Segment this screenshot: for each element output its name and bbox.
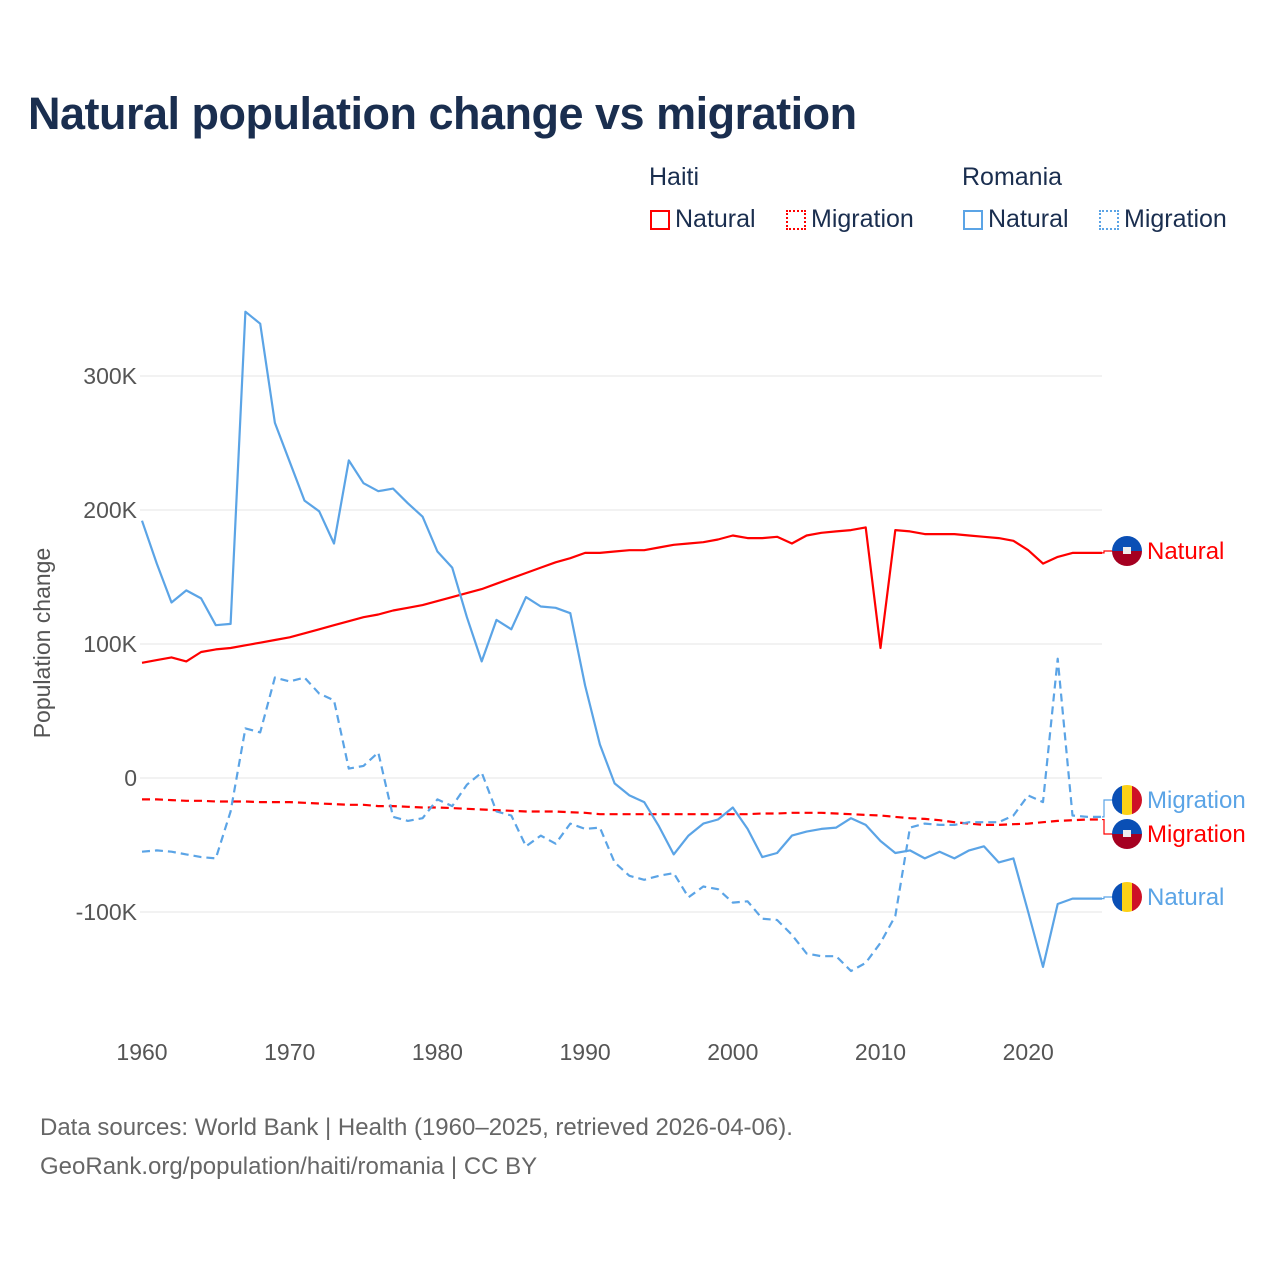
series-line-haiti-natural	[141, 526, 1102, 664]
stripe-blue	[1112, 785, 1122, 815]
y-axis-label: Population change	[29, 548, 55, 739]
legend-label: Natural	[988, 205, 1069, 233]
haiti-flag-icon	[1112, 819, 1142, 849]
y-tick-label: 0	[124, 765, 137, 791]
romania-flag-icon	[1112, 785, 1142, 815]
legend-label: Migration	[811, 205, 914, 233]
stripe-blue	[1112, 882, 1122, 912]
x-tick-label: 2000	[707, 1039, 758, 1065]
stripe-yellow	[1122, 785, 1132, 815]
x-tick-label: 1970	[264, 1039, 315, 1065]
y-tick-label: 100K	[83, 631, 137, 657]
stripe-red	[1132, 882, 1142, 912]
x-tick-label: 1980	[412, 1039, 463, 1065]
legend-label: Natural	[675, 205, 756, 233]
label-connector	[1102, 799, 1113, 818]
label-connector	[1102, 550, 1113, 554]
y-tick-label: -100K	[76, 899, 138, 925]
footer-sources: Data sources: World Bank | Health (1960–…	[40, 1114, 793, 1141]
legend-haiti-natural[interactable]: Natural	[650, 205, 756, 234]
series-line-romania-natural	[140, 310, 1102, 968]
end-label-romania-natural: Natural	[1147, 884, 1224, 911]
label-connector	[1102, 896, 1113, 900]
series-line-romania-migration	[141, 657, 1102, 973]
legend-romania-natural[interactable]: Natural	[963, 205, 1069, 234]
legend-romania-migration[interactable]: Migration	[1099, 205, 1227, 234]
romania-flag-icon	[1112, 882, 1142, 912]
end-label-romania-migration: Migration	[1147, 787, 1246, 814]
legend-swatch	[786, 209, 806, 230]
y-tick-label: 200K	[83, 497, 137, 523]
flag-emblem	[1123, 547, 1131, 554]
x-tick-label: 1990	[560, 1039, 611, 1065]
stripe-red	[1132, 785, 1142, 815]
legend-swatch	[963, 209, 983, 230]
legend-group-romania: Romania	[962, 163, 1063, 191]
stripe-yellow	[1122, 882, 1132, 912]
haiti-flag-icon	[1112, 536, 1142, 566]
end-label-haiti-natural: Natural	[1147, 538, 1224, 565]
flag-top	[1112, 536, 1142, 551]
flag-top	[1112, 819, 1142, 834]
legend-label: Migration	[1124, 205, 1227, 233]
series-line-haiti-migration	[142, 798, 1102, 826]
chart-title: Natural population change vs migration	[28, 88, 857, 139]
x-tick-label: 1960	[116, 1039, 167, 1065]
flag-bottom	[1112, 834, 1142, 849]
label-connector	[1102, 818, 1113, 835]
footer: Data sources: World Bank | Health (1960–…	[40, 1108, 793, 1186]
legend-haiti-migration[interactable]: Migration	[786, 205, 914, 234]
flag-stripes	[1112, 785, 1142, 815]
flag-bottom	[1112, 551, 1142, 566]
x-tick-label: 2010	[855, 1039, 906, 1065]
y-tick-label: 300K	[83, 363, 137, 389]
x-tick-label: 2020	[1003, 1039, 1054, 1065]
end-label-haiti-migration: Migration	[1147, 821, 1246, 848]
flag-emblem	[1123, 830, 1131, 837]
legend-swatch	[650, 209, 670, 230]
footer-link[interactable]: GeoRank.org/population/haiti/romania | C…	[40, 1153, 538, 1180]
flag-stripes	[1112, 882, 1142, 912]
legend-group-haiti: Haiti	[649, 163, 700, 191]
legend-swatch	[1099, 209, 1119, 230]
